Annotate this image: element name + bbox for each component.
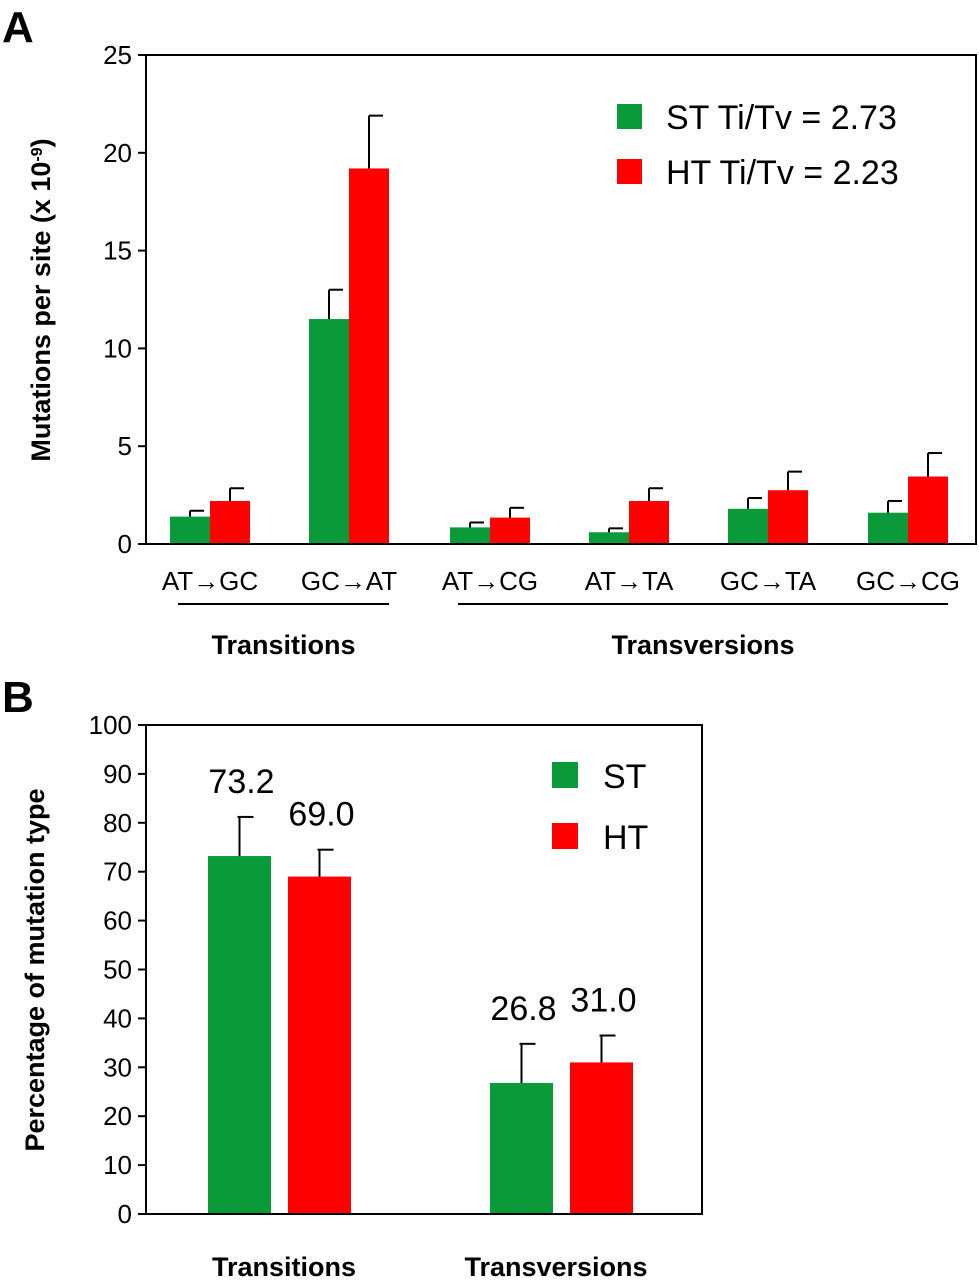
panel-a-letter: A <box>2 3 34 52</box>
panel-a-legend-label: HT Ti/Tv = 2.23 <box>666 154 899 192</box>
panel-b-y-tick-label: 100 <box>89 710 132 740</box>
panel-a-group-label: Transversions <box>611 630 794 660</box>
panel-b-y-axis-label: Percentage of mutation type <box>20 788 50 1151</box>
panel-a-category-label: AT→CG <box>442 566 538 596</box>
panel-b-legend-label: HT <box>603 819 648 857</box>
panel-b-plot-frame <box>145 724 703 1215</box>
panel-b-y-tick-label: 0 <box>118 1199 132 1229</box>
panel-a-y-tick-label: 15 <box>103 236 132 266</box>
panel-a-category-label: AT→GC <box>162 566 258 596</box>
panel-a-bar-st <box>868 512 908 544</box>
panel-a-bar-ht <box>210 500 250 544</box>
panel-b-y-tick-label: 20 <box>103 1101 132 1131</box>
panel-b-y-tick-label: 30 <box>103 1052 132 1082</box>
panel-b-legend-label: ST <box>603 758 646 796</box>
panel-a-bar-ht <box>629 500 669 544</box>
panel-a-y-tick-label: 20 <box>103 138 132 168</box>
panel-b: B Percentage of mutation type 0 10 20 30 40 5… <box>2 673 703 1280</box>
panel-a-bar-st <box>728 508 768 544</box>
panel-a-bar-st <box>589 532 629 544</box>
panel-a-plot-frame <box>145 54 977 545</box>
panel-a-legend-label: ST Ti/Tv = 2.73 <box>666 99 897 137</box>
panel-b-bar-st <box>208 856 271 1214</box>
panel-b-value-label: 31.0 <box>570 982 636 1020</box>
panel-b-y-tick-label: 50 <box>103 955 132 985</box>
panel-b-y-tick-label: 80 <box>103 808 132 838</box>
panel-b-y-tick-label: 60 <box>103 906 132 936</box>
panel-a-category-label: AT→TA <box>585 566 674 596</box>
panel-b-value-label: 26.8 <box>490 990 556 1028</box>
panel-b-bar-ht <box>288 876 351 1214</box>
panel-b-bar-st <box>490 1082 553 1214</box>
panel-a-legend-swatch <box>617 104 642 129</box>
panel-a-bar-ht <box>349 168 389 544</box>
panel-a-category-label: GC→AT <box>301 566 397 596</box>
panel-b-legend-swatch <box>552 823 578 849</box>
panel-a-category-label: GC→CG <box>856 566 960 596</box>
panel-b-bar-ht <box>570 1062 633 1214</box>
panel-b-y-tick-label: 10 <box>103 1150 132 1180</box>
panel-a-bar-st <box>309 319 349 544</box>
panel-a-bar-ht <box>908 476 948 544</box>
panel-a-bar-st <box>450 527 490 544</box>
panel-b-y-tick-label: 70 <box>103 857 132 887</box>
panel-a-y-tick-label: 0 <box>118 529 132 559</box>
panel-a-y-tick-label: 5 <box>118 431 132 461</box>
panel-b-value-label: 69.0 <box>288 796 354 834</box>
panel-a-y-tick-label: 10 <box>103 333 132 363</box>
panel-a-y-tick-label: 25 <box>103 40 132 70</box>
panel-b-category-label: Transversions <box>464 1252 647 1280</box>
panel-a-group-label: Transitions <box>211 630 355 660</box>
panel-a: A Mutations per site (x 10-9) 0 5 10 15 20 25… <box>2 3 977 660</box>
panel-b-y-tick-label: 40 <box>103 1003 132 1033</box>
panel-a-bar-ht <box>490 517 530 544</box>
panel-b-category-label: Transitions <box>212 1252 356 1280</box>
panel-a-bar-ht <box>768 490 808 544</box>
panel-b-letter: B <box>2 673 34 722</box>
panel-a-bar-st <box>170 516 210 544</box>
panel-a-category-label: GC→TA <box>720 566 817 596</box>
panel-a-y-axis-label: Mutations per site (x 10-9) <box>26 138 56 461</box>
panel-b-y-tick-label: 90 <box>103 759 132 789</box>
panel-b-value-label: 73.2 <box>208 763 274 801</box>
panel-b-legend-swatch <box>552 762 578 788</box>
panel-a-legend-swatch <box>617 159 642 184</box>
